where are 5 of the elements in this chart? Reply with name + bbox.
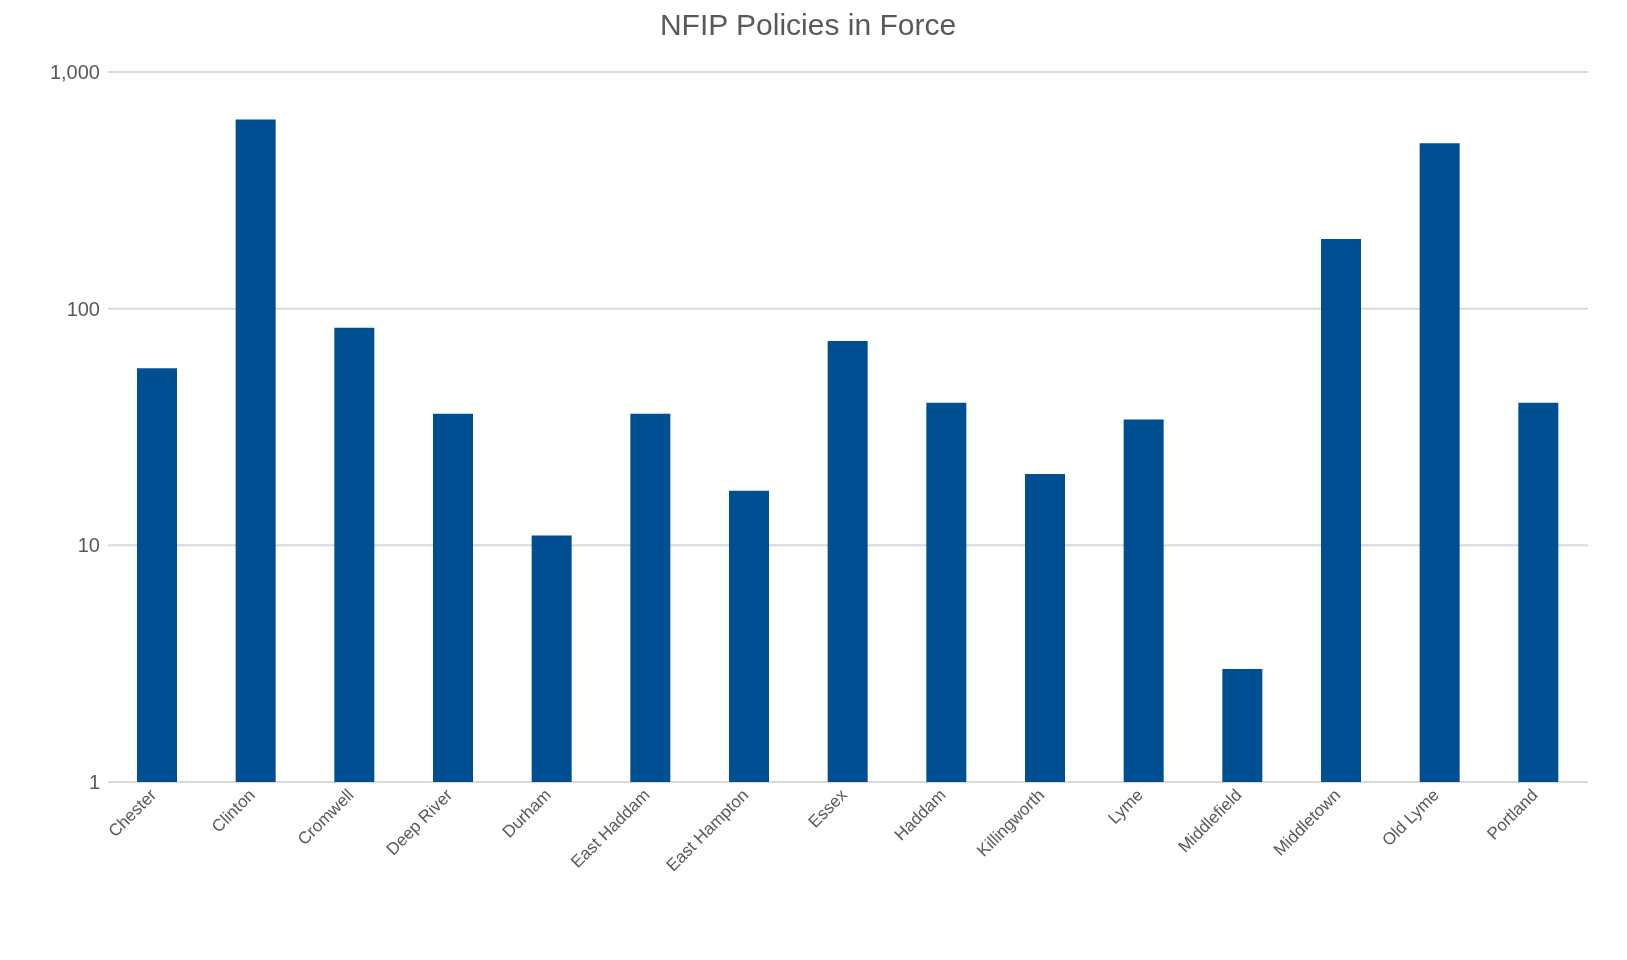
y-tick-label: 1 xyxy=(88,771,100,794)
chart-title: NFIP Policies in Force xyxy=(658,8,958,42)
y-tick-label: 100 xyxy=(66,297,100,320)
y-tick-label: 10 xyxy=(77,534,100,557)
y-tick-label: 1,000 xyxy=(49,61,100,84)
